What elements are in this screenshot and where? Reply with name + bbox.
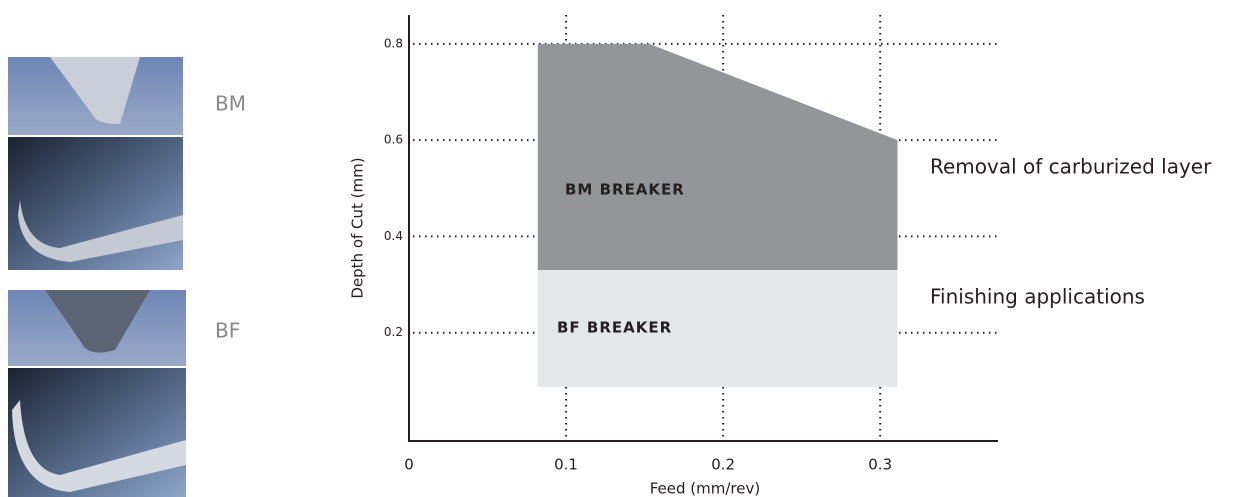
- breaker-region: [537, 43, 898, 271]
- photo-detail: [12, 400, 186, 492]
- x-axis-title: Feed (mm/rev): [650, 480, 760, 497]
- y-tick-label: 0.4: [384, 229, 403, 243]
- y-tick-label: 0.6: [384, 133, 403, 147]
- breaker-region: [537, 270, 898, 387]
- insert-label: BM: [215, 92, 246, 116]
- insert-label: BF: [215, 319, 240, 343]
- region-label: BM BREAKER: [565, 181, 685, 199]
- grid: [413, 15, 998, 439]
- photo-detail: [18, 200, 183, 262]
- x-tick-label: 0: [404, 456, 414, 474]
- photo-detail: [45, 290, 150, 353]
- y-axis-title: Depth of Cut (mm): [349, 157, 367, 298]
- insert-photos: [8, 57, 186, 497]
- annotation: Finishing applications: [930, 285, 1145, 309]
- x-tick-label: 0.1: [554, 456, 578, 474]
- y-tick-label: 0.8: [384, 36, 403, 50]
- y-tick-label: 0.2: [384, 325, 403, 339]
- photo-detail: [50, 57, 140, 124]
- annotation: Removal of carburized layer: [930, 155, 1212, 179]
- x-tick-label: 0.2: [711, 456, 735, 474]
- region-label: BF BREAKER: [557, 319, 672, 337]
- plot-areas: [537, 43, 898, 387]
- x-tick-label: 0.3: [868, 456, 892, 474]
